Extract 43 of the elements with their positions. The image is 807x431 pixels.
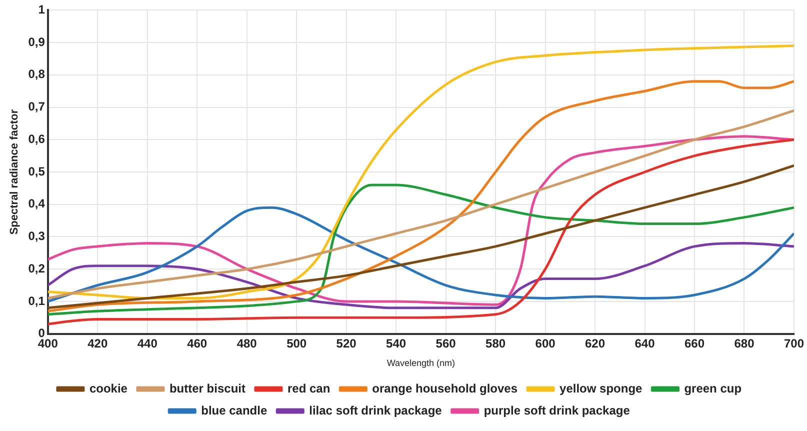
x-tick-label: 600	[535, 336, 556, 350]
line-series	[48, 164, 794, 310]
line-series	[48, 184, 794, 316]
y-axis-title: Spectral radiance factor	[8, 108, 21, 235]
y-tick-label: 0,5	[28, 164, 46, 178]
x-tick-label: 440	[137, 336, 158, 350]
x-tick-label: 520	[336, 336, 357, 350]
x-tick-label: 420	[88, 336, 108, 350]
line-series	[48, 242, 794, 310]
legend-label: red can	[287, 381, 330, 396]
legend-label: purple soft drink package	[484, 403, 630, 418]
y-tick-label: 1	[38, 2, 46, 17]
legend-label: butter biscuit	[169, 381, 246, 396]
x-tick-label: 640	[634, 336, 656, 350]
x-tick-label: 580	[486, 336, 506, 350]
legend-label: blue candle	[201, 403, 268, 418]
legend-label: cookie	[89, 381, 128, 396]
y-tick-label: 0,1	[28, 294, 46, 308]
line-series	[48, 206, 794, 303]
legend-label: orange household gloves	[372, 381, 518, 396]
x-tick-label: 500	[286, 336, 307, 350]
x-tick-label: 560	[436, 336, 456, 350]
legend-label: yellow sponge	[560, 381, 643, 396]
y-tick-label: 0,7	[28, 100, 46, 114]
legend-label: lilac soft drink package	[309, 403, 442, 418]
y-tick-label: 0,9	[28, 34, 46, 49]
y-tick-label: 0,6	[28, 132, 46, 146]
y-tick-label: 0,3	[28, 229, 46, 244]
x-axis-title: Wavelength (nm)	[386, 358, 456, 368]
x-tick-label: 660	[684, 336, 705, 350]
x-tick-label: 620	[585, 336, 606, 350]
y-tick-label: 0,8	[28, 67, 46, 82]
x-tick-label: 540	[386, 336, 406, 350]
y-tick-label: 0,4	[28, 196, 46, 211]
line-series	[48, 44, 794, 300]
line-series	[48, 80, 794, 312]
x-tick-label: 700	[784, 336, 804, 350]
y-tick-label: 0,2	[28, 261, 46, 276]
x-tick-label: 460	[187, 336, 208, 350]
x-tick-label: 480	[236, 336, 258, 350]
legend-label: green cup	[684, 381, 742, 396]
line-series	[48, 109, 794, 300]
x-tick-label: 680	[734, 336, 755, 350]
